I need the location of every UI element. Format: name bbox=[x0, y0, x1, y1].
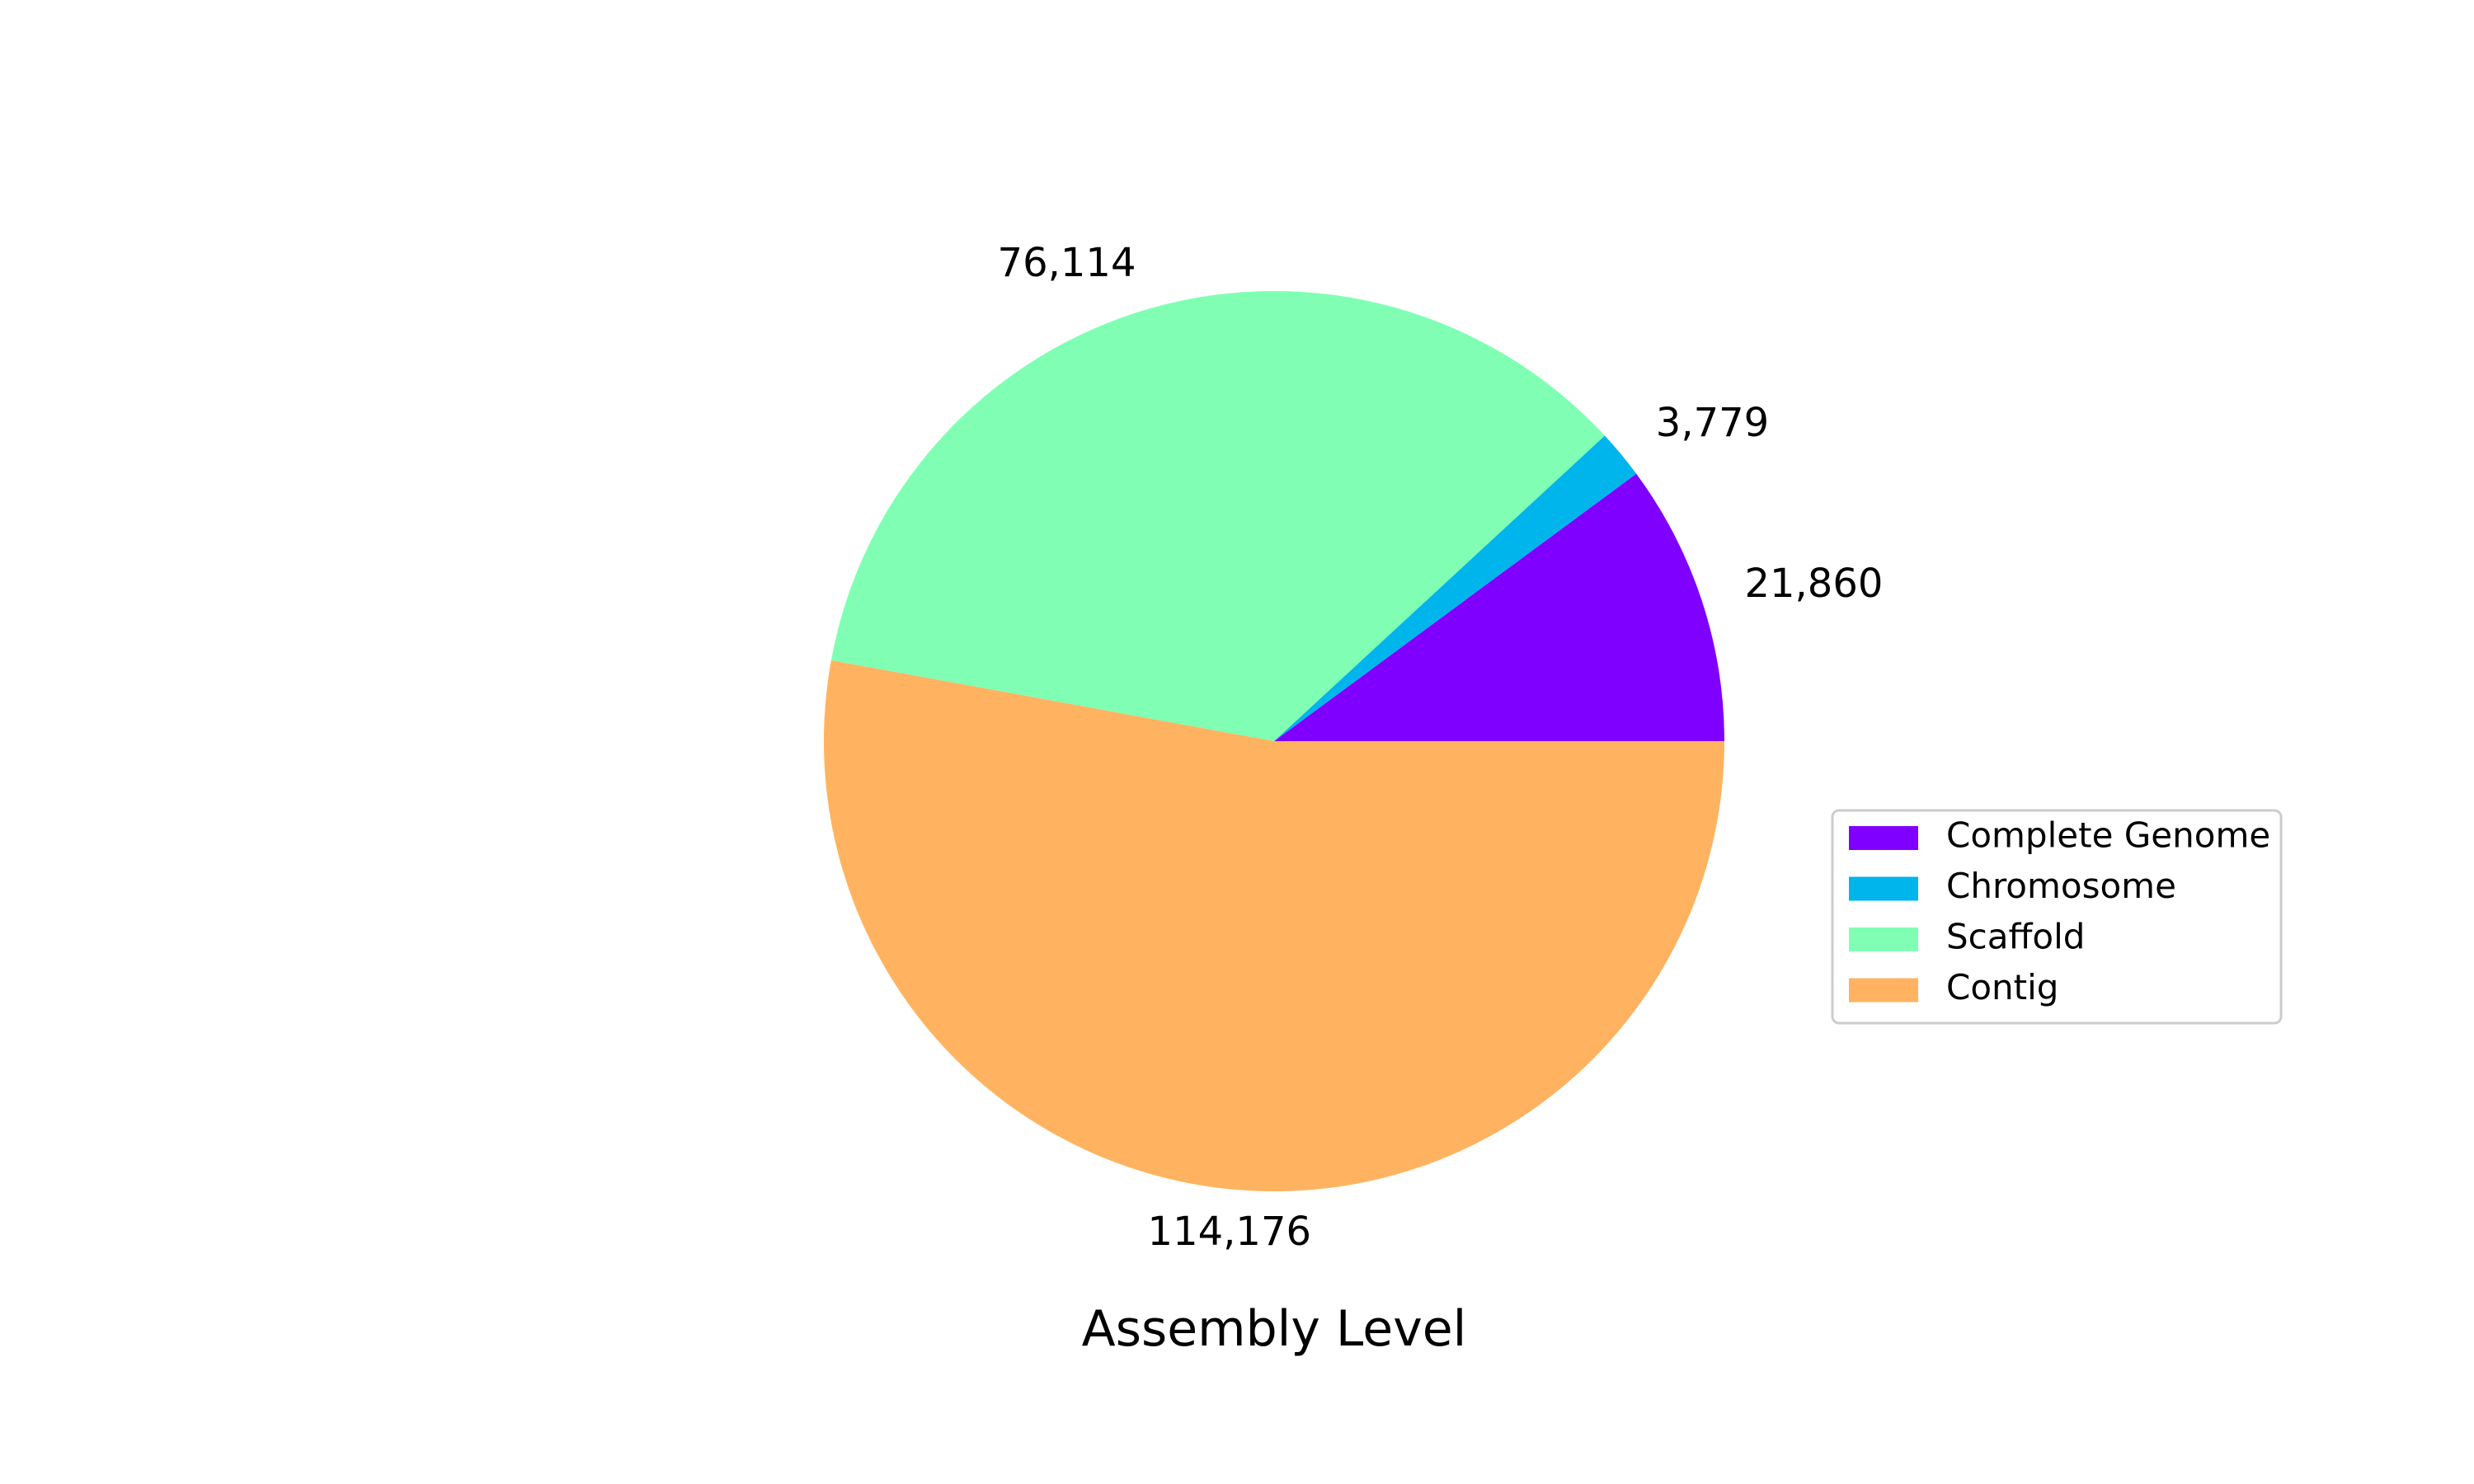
chart-title: Assembly Level bbox=[1082, 1300, 1467, 1358]
pie-value-label: 76,114 bbox=[998, 240, 1136, 286]
legend-swatch bbox=[1849, 928, 1918, 951]
legend-frame bbox=[1831, 809, 2283, 1025]
legend-label: Scaffold bbox=[1946, 917, 2085, 957]
pie-value-label: 3,779 bbox=[1656, 400, 1769, 446]
legend-swatch bbox=[1849, 978, 1918, 1003]
pie-slice-complete-genome bbox=[1274, 473, 1724, 741]
legend-label: Complete Genome bbox=[1946, 815, 2270, 856]
pie-value-labels: 21,860 3,779 76,114 114,176 bbox=[998, 240, 1884, 1255]
pie-slices bbox=[824, 291, 1724, 1191]
legend-swatch bbox=[1849, 826, 1918, 850]
legend-items: Complete Genome Chromosome Scaffold Contig bbox=[1849, 815, 2270, 1007]
legend-label: Chromosome bbox=[1946, 866, 2176, 906]
legend-label: Contig bbox=[1946, 967, 2058, 1007]
legend: Complete Genome Chromosome Scaffold Contig bbox=[1831, 809, 2283, 1025]
pie-slice-scaffold bbox=[830, 291, 1605, 741]
legend-swatch bbox=[1849, 876, 1918, 901]
pie-value-label: 21,860 bbox=[1744, 561, 1883, 607]
pie-value-label: 114,176 bbox=[1148, 1209, 1312, 1255]
pie-slice-contig bbox=[824, 660, 1724, 1191]
pie-slice-chromosome bbox=[1274, 435, 1637, 741]
